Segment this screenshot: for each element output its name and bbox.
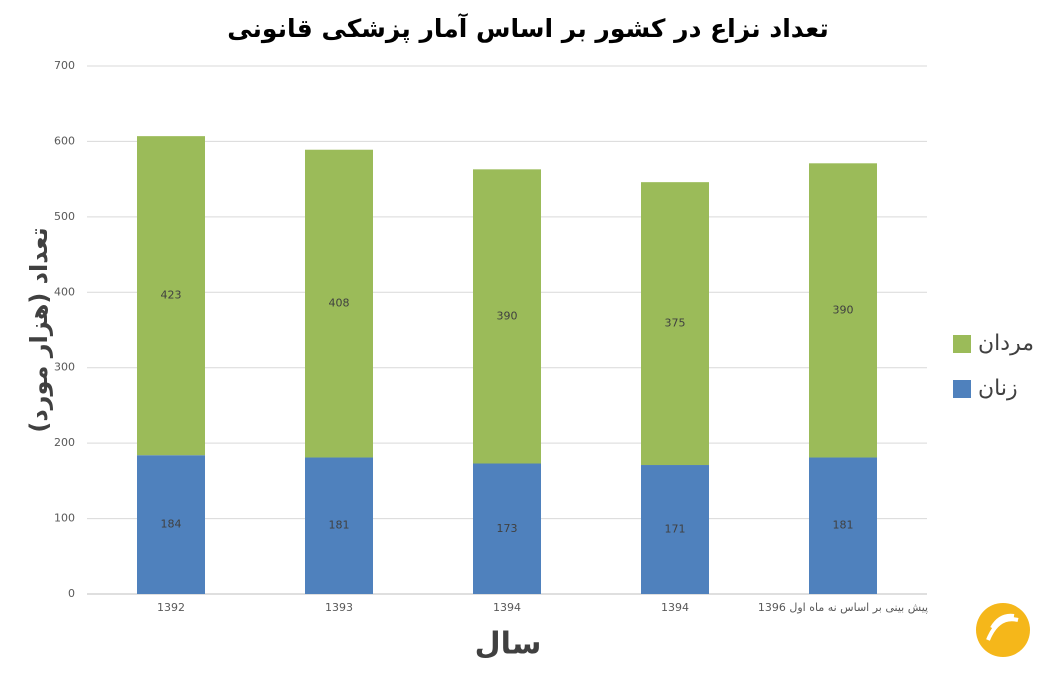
legend-swatch — [953, 335, 971, 353]
y-tick-label: 700 — [54, 59, 75, 72]
y-tick-label: 400 — [54, 285, 75, 298]
data-label: 375 — [665, 317, 686, 330]
bar-segment — [641, 465, 709, 594]
y-tick-label: 500 — [54, 210, 75, 223]
bar-segment — [473, 463, 541, 594]
bar-segment — [473, 169, 541, 464]
x-tick-label: 1394 — [661, 601, 689, 614]
y-tick-label: 300 — [54, 361, 75, 374]
x-tick-label: پیش بینی بر اساس نه ماه اول 1396 — [758, 601, 928, 614]
bar-segment — [137, 136, 205, 456]
y-tick-label: 100 — [54, 512, 75, 525]
y-axis-label: تعداد (هزار مورد) — [25, 227, 53, 432]
data-label: 173 — [497, 522, 518, 535]
legend-swatch — [953, 380, 971, 398]
chart-title: تعداد نزاع در کشور بر اساس آمار پزشکی قا… — [227, 13, 828, 44]
data-label: 184 — [161, 518, 182, 531]
data-label: 423 — [161, 289, 182, 302]
x-tick-label: 1393 — [325, 601, 353, 614]
bar-segment — [137, 455, 205, 594]
legend-label: زنان — [978, 376, 1018, 401]
bar-segment — [305, 149, 373, 458]
x-tick-label: 1394 — [493, 601, 521, 614]
legend-label: مردان — [978, 331, 1034, 356]
data-label: 408 — [329, 297, 350, 310]
data-label: 181 — [833, 519, 854, 532]
x-tick-label: 1392 — [157, 601, 185, 614]
logo — [976, 603, 1030, 657]
logo-circle — [976, 603, 1030, 657]
bar-segment — [809, 163, 877, 458]
bar-segment — [809, 457, 877, 594]
data-label: 171 — [665, 523, 686, 536]
bar-segment — [641, 182, 709, 466]
y-tick-label: 600 — [54, 134, 75, 147]
x-axis-label: سال — [475, 627, 542, 662]
data-label: 390 — [833, 303, 854, 316]
data-label: 390 — [497, 309, 518, 322]
data-label: 181 — [329, 519, 350, 532]
bar-segment — [305, 457, 373, 594]
logo-mark — [986, 613, 1019, 641]
y-tick-label: 200 — [54, 436, 75, 449]
y-tick-label: 0 — [68, 587, 75, 600]
